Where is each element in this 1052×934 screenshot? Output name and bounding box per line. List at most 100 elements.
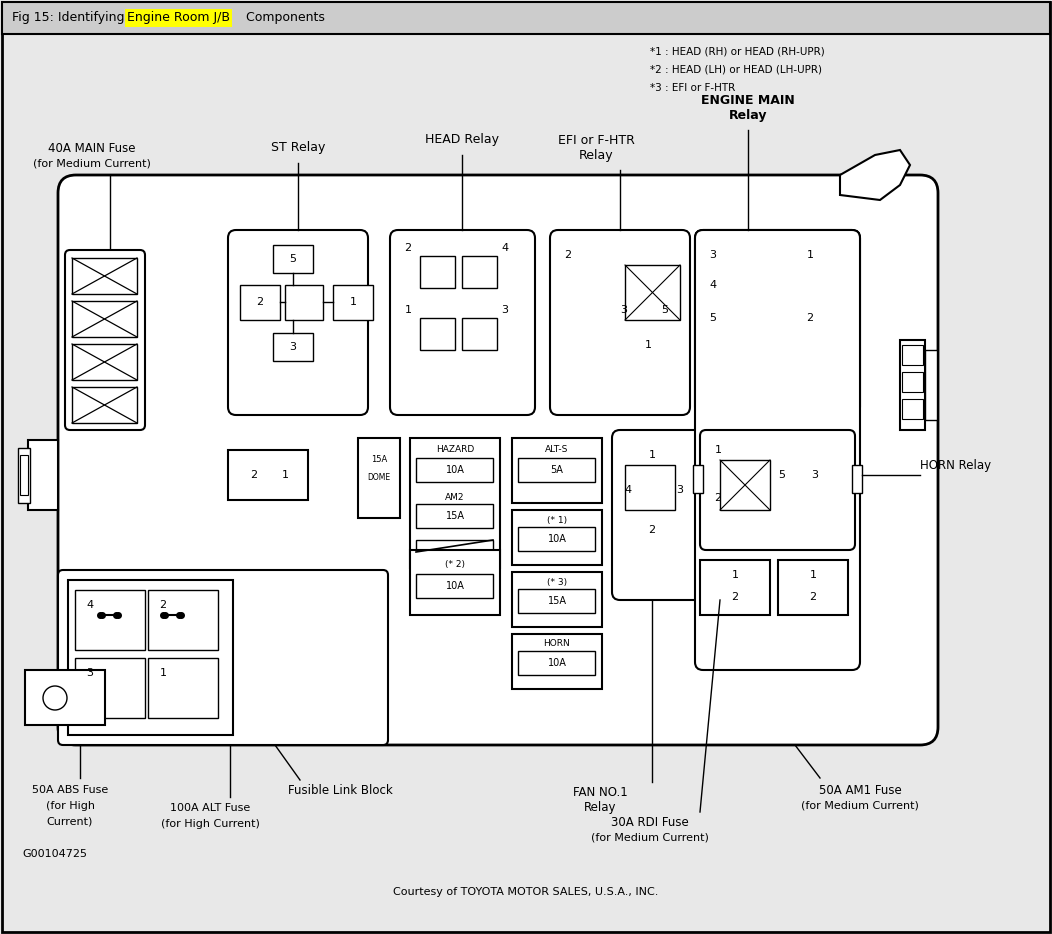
Text: (* 2): (* 2) [445, 560, 465, 570]
Text: 10A: 10A [547, 534, 566, 544]
Text: 4: 4 [502, 243, 508, 253]
Text: 15A: 15A [371, 456, 387, 464]
Bar [25, 670, 105, 725]
FancyBboxPatch shape [550, 230, 690, 415]
Bar [240, 285, 280, 320]
Bar [902, 372, 923, 392]
Text: 5A: 5A [550, 465, 564, 475]
Text: (* 3): (* 3) [547, 577, 567, 587]
Text: HORN Relay: HORN Relay [920, 459, 991, 472]
Text: 50A AM1 Fuse: 50A AM1 Fuse [818, 784, 902, 797]
Bar [693, 465, 703, 493]
Bar [902, 345, 923, 365]
Text: 5: 5 [662, 305, 668, 315]
Text: (for High Current): (for High Current) [161, 819, 260, 829]
Bar [148, 590, 218, 650]
Bar [625, 265, 680, 320]
Bar [72, 387, 137, 423]
FancyBboxPatch shape [58, 175, 938, 745]
Text: 2: 2 [648, 525, 655, 535]
Text: 2: 2 [809, 592, 816, 602]
Circle shape [43, 686, 67, 710]
Bar [72, 258, 137, 294]
Text: AM2: AM2 [445, 492, 465, 502]
Bar [410, 438, 500, 568]
Text: Components: Components [242, 11, 325, 24]
Text: ENGINE MAIN: ENGINE MAIN [701, 93, 795, 106]
FancyBboxPatch shape [700, 430, 855, 550]
Bar [420, 256, 456, 288]
Bar [28, 440, 58, 510]
Bar [416, 574, 493, 598]
FancyBboxPatch shape [612, 430, 737, 600]
Bar [720, 460, 770, 510]
Bar [148, 658, 218, 718]
Text: 10A: 10A [547, 658, 566, 668]
Text: FAN NO.1: FAN NO.1 [572, 785, 627, 799]
Text: (for Medium Current): (for Medium Current) [801, 801, 919, 811]
Bar [2, 2, 1050, 34]
Bar [72, 344, 137, 380]
Text: *3 : EFI or F-HTR: *3 : EFI or F-HTR [650, 83, 735, 93]
Text: 2: 2 [714, 493, 722, 503]
FancyBboxPatch shape [695, 230, 859, 670]
Text: G00104725: G00104725 [22, 849, 87, 859]
Text: 3: 3 [811, 470, 818, 480]
Text: 2: 2 [404, 243, 411, 253]
Bar [416, 458, 493, 482]
Bar [902, 399, 923, 419]
Bar [333, 285, 373, 320]
Text: 1: 1 [645, 340, 651, 350]
Bar [512, 510, 602, 565]
Text: 4: 4 [625, 485, 631, 495]
Text: ST Relay: ST Relay [270, 141, 325, 154]
Text: *1 : HEAD (RH) or HEAD (RH-UPR): *1 : HEAD (RH) or HEAD (RH-UPR) [650, 47, 825, 57]
Bar [512, 634, 602, 689]
Bar [410, 550, 500, 615]
Bar [512, 572, 602, 627]
Bar [75, 590, 145, 650]
Text: 2: 2 [250, 470, 258, 480]
Bar [75, 658, 145, 718]
Text: 1: 1 [809, 570, 816, 580]
Text: 1: 1 [282, 470, 288, 480]
Text: 1: 1 [160, 668, 166, 678]
Text: 15A: 15A [547, 596, 566, 606]
Bar [778, 560, 848, 615]
Bar [518, 589, 595, 613]
Text: 1: 1 [714, 445, 722, 455]
Bar [518, 527, 595, 551]
Text: Relay: Relay [729, 109, 767, 122]
Bar [416, 504, 493, 528]
Text: ALT-S: ALT-S [545, 446, 569, 455]
Bar [518, 651, 595, 675]
Bar [274, 333, 313, 361]
Bar [901, 340, 925, 430]
Bar [625, 465, 675, 510]
Text: EFI or F-HTR: EFI or F-HTR [558, 134, 634, 147]
Bar [416, 540, 493, 564]
Text: 1: 1 [731, 570, 739, 580]
Bar [512, 438, 602, 503]
Bar [228, 450, 308, 500]
Bar [728, 260, 783, 305]
Text: 15A: 15A [445, 511, 465, 521]
Bar [518, 458, 595, 482]
Text: (for High: (for High [45, 801, 95, 811]
Text: 4: 4 [709, 280, 716, 290]
Text: HEAD Relay: HEAD Relay [425, 134, 499, 147]
Text: Courtesy of TOYOTA MOTOR SALES, U.S.A., INC.: Courtesy of TOYOTA MOTOR SALES, U.S.A., … [393, 887, 659, 897]
Text: 3: 3 [289, 342, 297, 352]
Text: 2: 2 [257, 297, 264, 307]
Text: (for Medium Current): (for Medium Current) [33, 158, 150, 168]
Bar [420, 318, 456, 350]
Text: DOME: DOME [367, 474, 390, 483]
Text: HORN: HORN [544, 640, 570, 648]
FancyBboxPatch shape [65, 250, 145, 430]
Bar [462, 256, 497, 288]
Text: 10A: 10A [446, 465, 464, 475]
Text: *2 : HEAD (LH) or HEAD (LH-UPR): *2 : HEAD (LH) or HEAD (LH-UPR) [650, 65, 822, 75]
Polygon shape [839, 150, 910, 200]
Text: 1: 1 [405, 305, 411, 315]
Text: 5: 5 [778, 470, 786, 480]
